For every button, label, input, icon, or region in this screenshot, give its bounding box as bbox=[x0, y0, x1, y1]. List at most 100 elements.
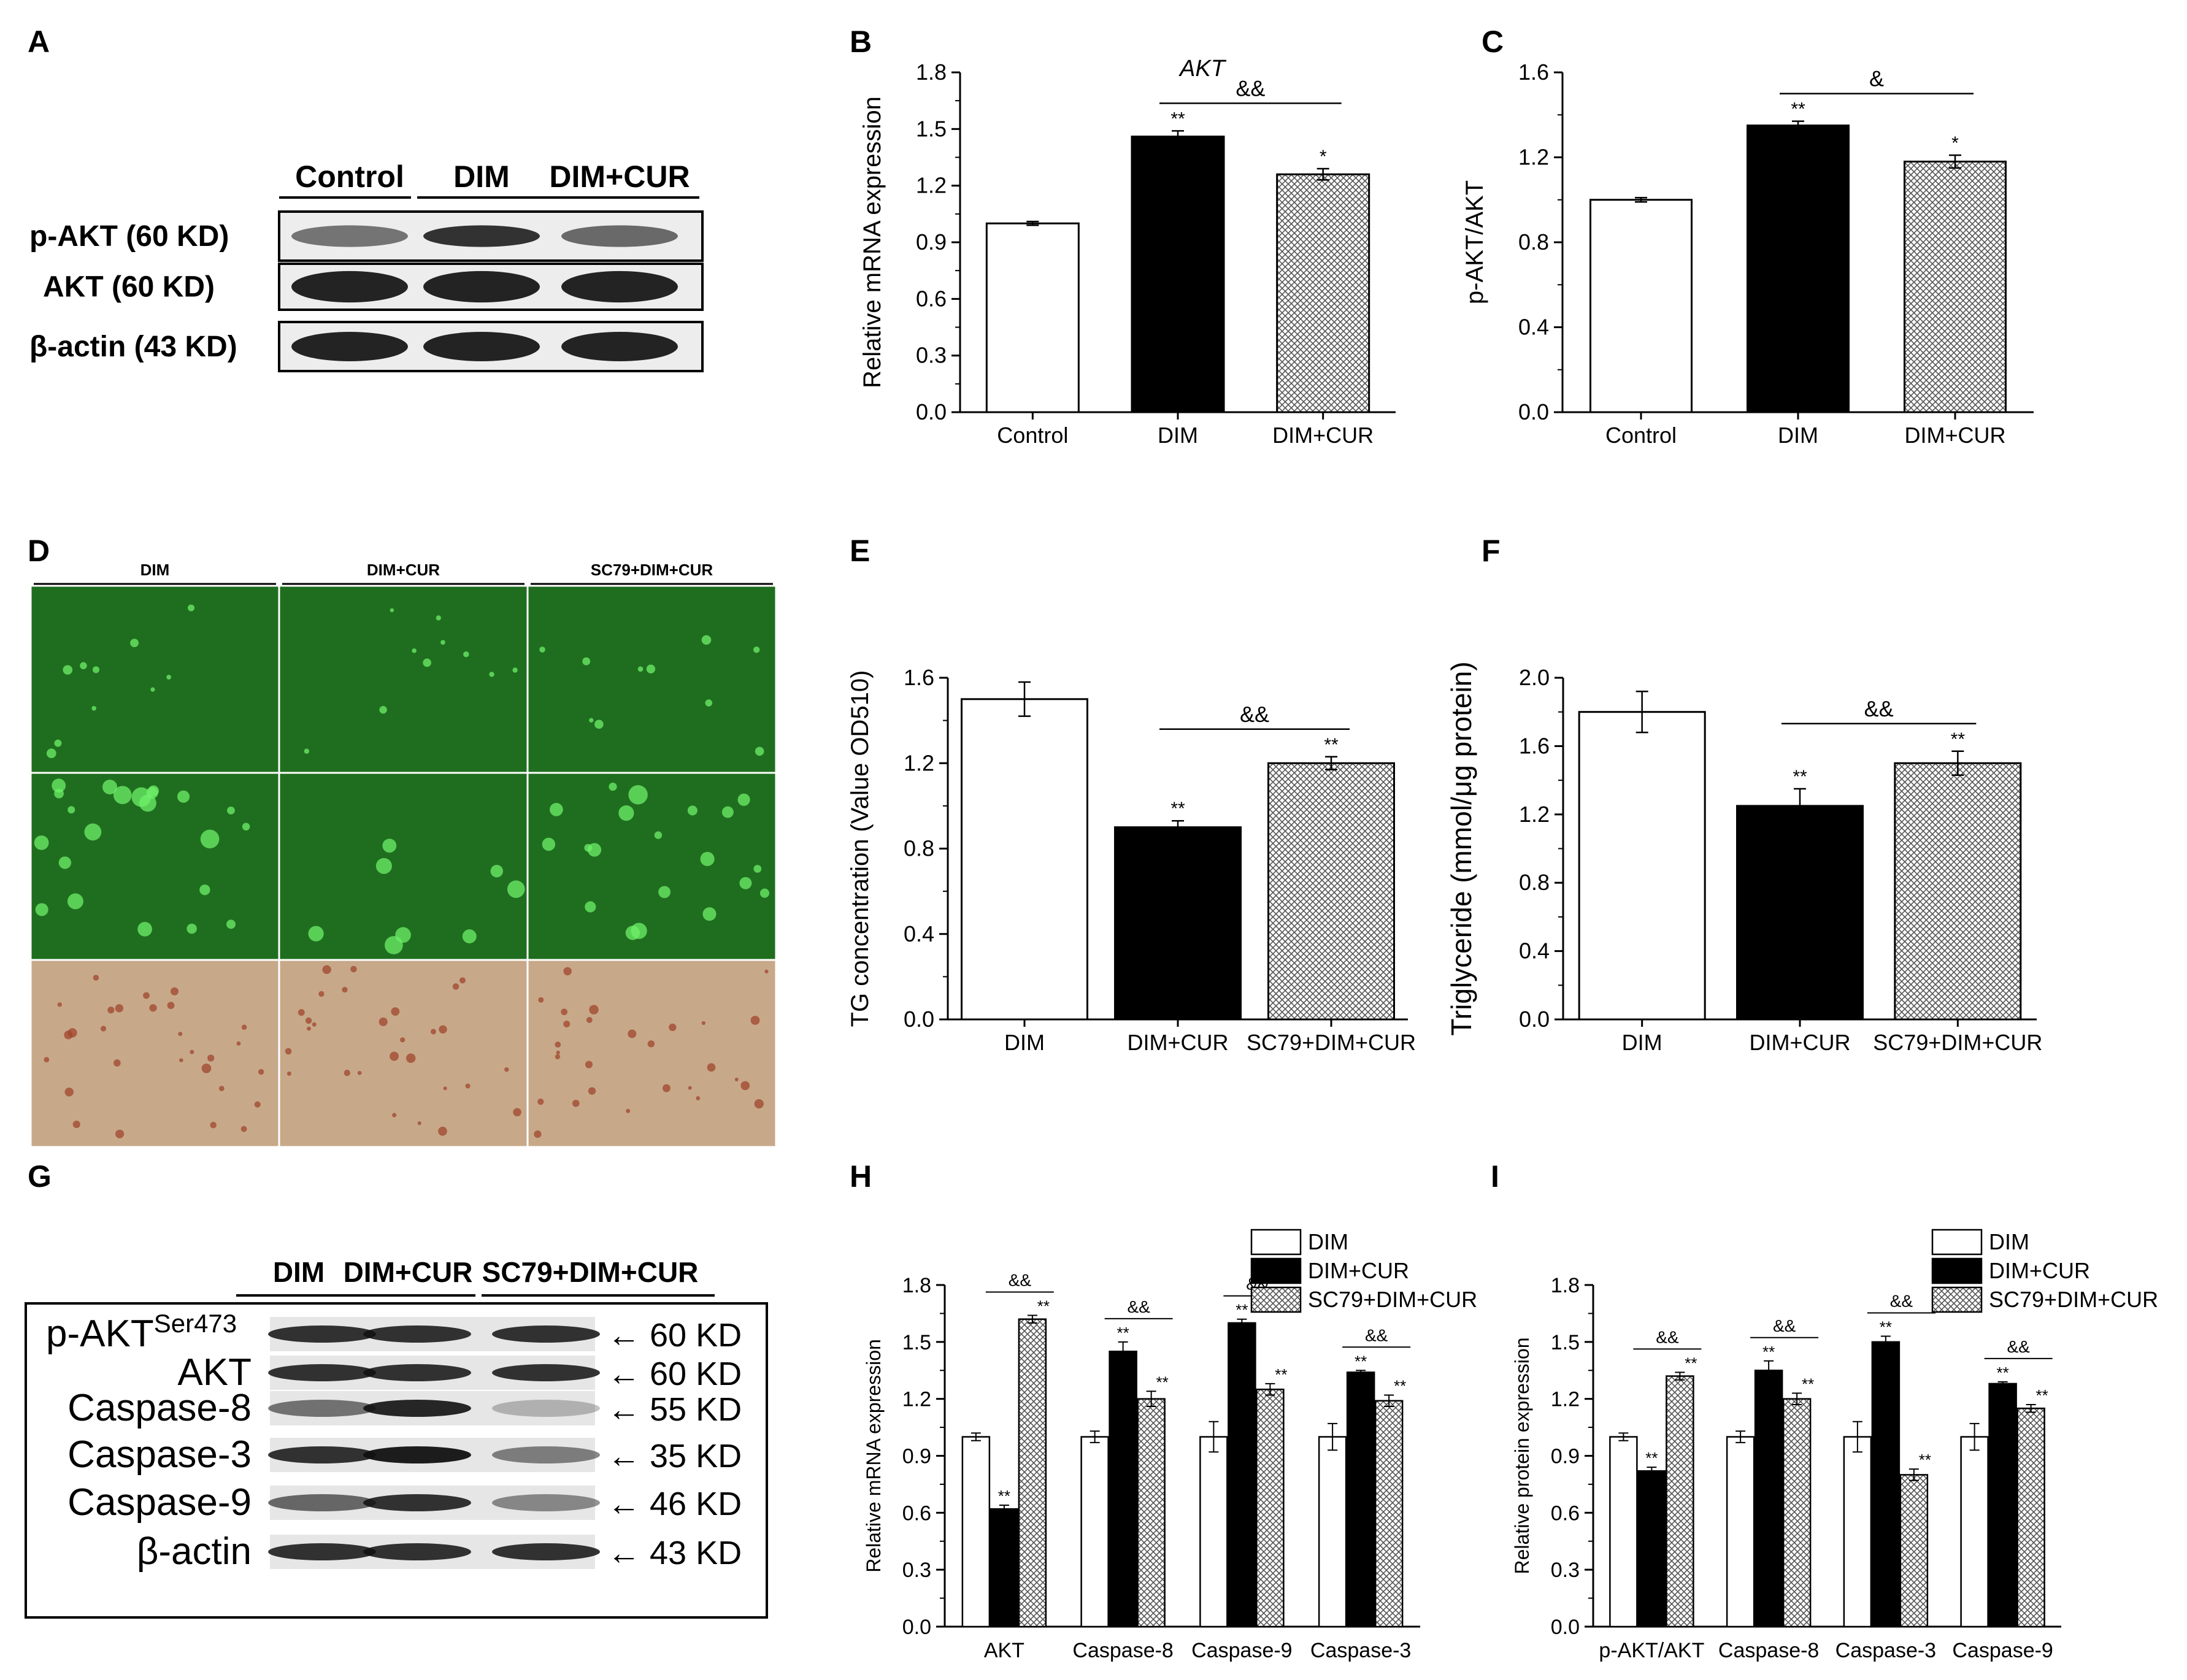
chart-b: 0.0 0.3 0.6 0.9 1.2 1.5 1.8 Relative mRNA expre… bbox=[859, 56, 1396, 448]
blot-g-band bbox=[492, 1325, 600, 1343]
micrograph-spot bbox=[588, 1087, 596, 1095]
bar-dim-cur bbox=[1637, 1470, 1666, 1628]
bar-sc79-dim-cur bbox=[1899, 1474, 1929, 1628]
micrograph-spot bbox=[93, 975, 99, 981]
micrograph-spot bbox=[669, 1023, 677, 1032]
blot-g-band bbox=[363, 1325, 471, 1343]
y-tick-label: 0.9 bbox=[902, 1445, 931, 1468]
y-axis-label: Relative mRNA expression bbox=[863, 1339, 885, 1573]
micrograph-spot bbox=[52, 778, 66, 793]
legend-label: DIM bbox=[1989, 1229, 2029, 1254]
panel-letter-f: F bbox=[1482, 534, 1501, 568]
micrograph-spot bbox=[589, 718, 594, 723]
micrograph-spot bbox=[84, 823, 102, 841]
micrograph-spot bbox=[637, 666, 644, 672]
blot-g-band bbox=[268, 1325, 376, 1343]
micrograph-spot bbox=[72, 1120, 80, 1129]
micrograph-spot bbox=[537, 1099, 544, 1105]
y-tick-label: 1.6 bbox=[1519, 733, 1550, 758]
blot-g-band bbox=[363, 1543, 471, 1560]
legend-label: DIM+CUR bbox=[1308, 1258, 1409, 1283]
micrograph-spot bbox=[586, 1016, 593, 1023]
micrograph-spot bbox=[207, 1054, 215, 1062]
blot-g-row-superscript: Ser473 bbox=[154, 1309, 237, 1338]
blot-g-band bbox=[492, 1494, 600, 1511]
panel-letter-g: G bbox=[28, 1159, 52, 1194]
y-tick-label: 0.6 bbox=[902, 1502, 931, 1525]
y-tick-label: 0.6 bbox=[1551, 1502, 1580, 1525]
y-axis-label: TG concentration (Value OD510) bbox=[847, 670, 874, 1027]
micrograph-spot bbox=[199, 884, 210, 896]
micrograph-spot bbox=[538, 997, 544, 1003]
significance-mark: ** bbox=[1793, 767, 1807, 787]
y-tick-label: 1.2 bbox=[1519, 802, 1550, 827]
micrograph-tile bbox=[526, 772, 777, 961]
legend-label: DIM bbox=[1308, 1229, 1348, 1254]
micrograph-spot bbox=[705, 699, 713, 707]
x-tick-label: Caspase-9 bbox=[1952, 1639, 2053, 1662]
bar-sc79-dim-cur bbox=[1137, 1398, 1166, 1628]
bar-dim-cur bbox=[1276, 173, 1370, 413]
comparison-label: && bbox=[1365, 1325, 1388, 1344]
blot-g-row-size: ← 35 KD bbox=[607, 1438, 742, 1475]
micrograph-spot bbox=[285, 1048, 292, 1055]
micrograph-spot bbox=[305, 1017, 312, 1024]
blot-g-band bbox=[363, 1400, 471, 1417]
y-tick-label: 0.0 bbox=[1519, 1007, 1550, 1032]
micrograph-spot bbox=[696, 1096, 701, 1101]
x-tick-label: Caspase-8 bbox=[1718, 1639, 1819, 1662]
chart-c: 0.0 0.4 0.8 1.2 1.6 p-AKT/AKT Control ** DIM * DIM… bbox=[1461, 59, 2034, 448]
blot-a-band bbox=[561, 332, 678, 361]
y-tick-label: 1.5 bbox=[1551, 1331, 1580, 1354]
micrograph-spot bbox=[628, 1029, 637, 1038]
blot-g-band bbox=[268, 1364, 376, 1381]
micrograph-spot bbox=[740, 1081, 750, 1091]
y-tick-label: 1.6 bbox=[1518, 59, 1549, 85]
blot-g-band bbox=[492, 1543, 600, 1560]
legend-swatch bbox=[1250, 1229, 1302, 1256]
x-tick-label: Control bbox=[997, 423, 1068, 448]
y-tick-label: 1.8 bbox=[916, 59, 947, 85]
y-tick-label: 1.2 bbox=[1518, 145, 1549, 170]
x-tick-label: SC79+DIM+CUR bbox=[1873, 1030, 2042, 1055]
micrograph-spot bbox=[701, 1021, 705, 1026]
micrograph-spot bbox=[92, 666, 100, 673]
significance-mark: ** bbox=[998, 1487, 1010, 1505]
bar-dim bbox=[1843, 1436, 1872, 1628]
micrograph-spot bbox=[63, 665, 73, 675]
y-tick-label: 0.0 bbox=[902, 1616, 931, 1639]
micrograph-spot bbox=[210, 1122, 217, 1129]
x-tick-label: Caspase-8 bbox=[1072, 1639, 1173, 1662]
micrograph-spot bbox=[218, 1086, 225, 1092]
micrograph-spot bbox=[734, 1077, 739, 1082]
significance-mark: ** bbox=[1355, 1352, 1367, 1370]
y-tick-label: 2.0 bbox=[1519, 665, 1550, 690]
comparison-label: && bbox=[1236, 75, 1265, 101]
significance-mark: ** bbox=[1791, 99, 1805, 120]
significance-mark: ** bbox=[1037, 1297, 1050, 1316]
x-tick-label: Control bbox=[1605, 423, 1677, 448]
blot-g-band bbox=[492, 1446, 600, 1463]
micrograph-spot bbox=[226, 919, 236, 929]
blot-a-band bbox=[423, 270, 540, 303]
micrograph-spot bbox=[721, 806, 734, 818]
significance-mark: ** bbox=[1275, 1365, 1287, 1384]
x-tick-label: DIM bbox=[1778, 423, 1818, 448]
x-tick-label: Caspase-9 bbox=[1191, 1639, 1292, 1662]
micrograph-spot bbox=[561, 1008, 568, 1016]
micrograph-spot bbox=[242, 823, 250, 830]
x-tick-label: DIM bbox=[1622, 1030, 1662, 1055]
y-tick-label: 1.2 bbox=[916, 173, 947, 198]
micrograph-spot bbox=[625, 926, 640, 940]
bar-sc79-dim-cur bbox=[1256, 1388, 1285, 1628]
micrograph-spot bbox=[67, 893, 83, 910]
micrograph-spot bbox=[753, 865, 762, 873]
panel-letter-h: H bbox=[850, 1159, 872, 1194]
bar-dim bbox=[1609, 1436, 1638, 1628]
bar-dim bbox=[1960, 1436, 1989, 1628]
blot-a-row-label: AKT (60 KD) bbox=[43, 271, 215, 304]
micrograph-spot bbox=[702, 907, 717, 921]
bar-dim-cur bbox=[1114, 826, 1242, 1021]
micrograph-spot bbox=[379, 1017, 388, 1026]
